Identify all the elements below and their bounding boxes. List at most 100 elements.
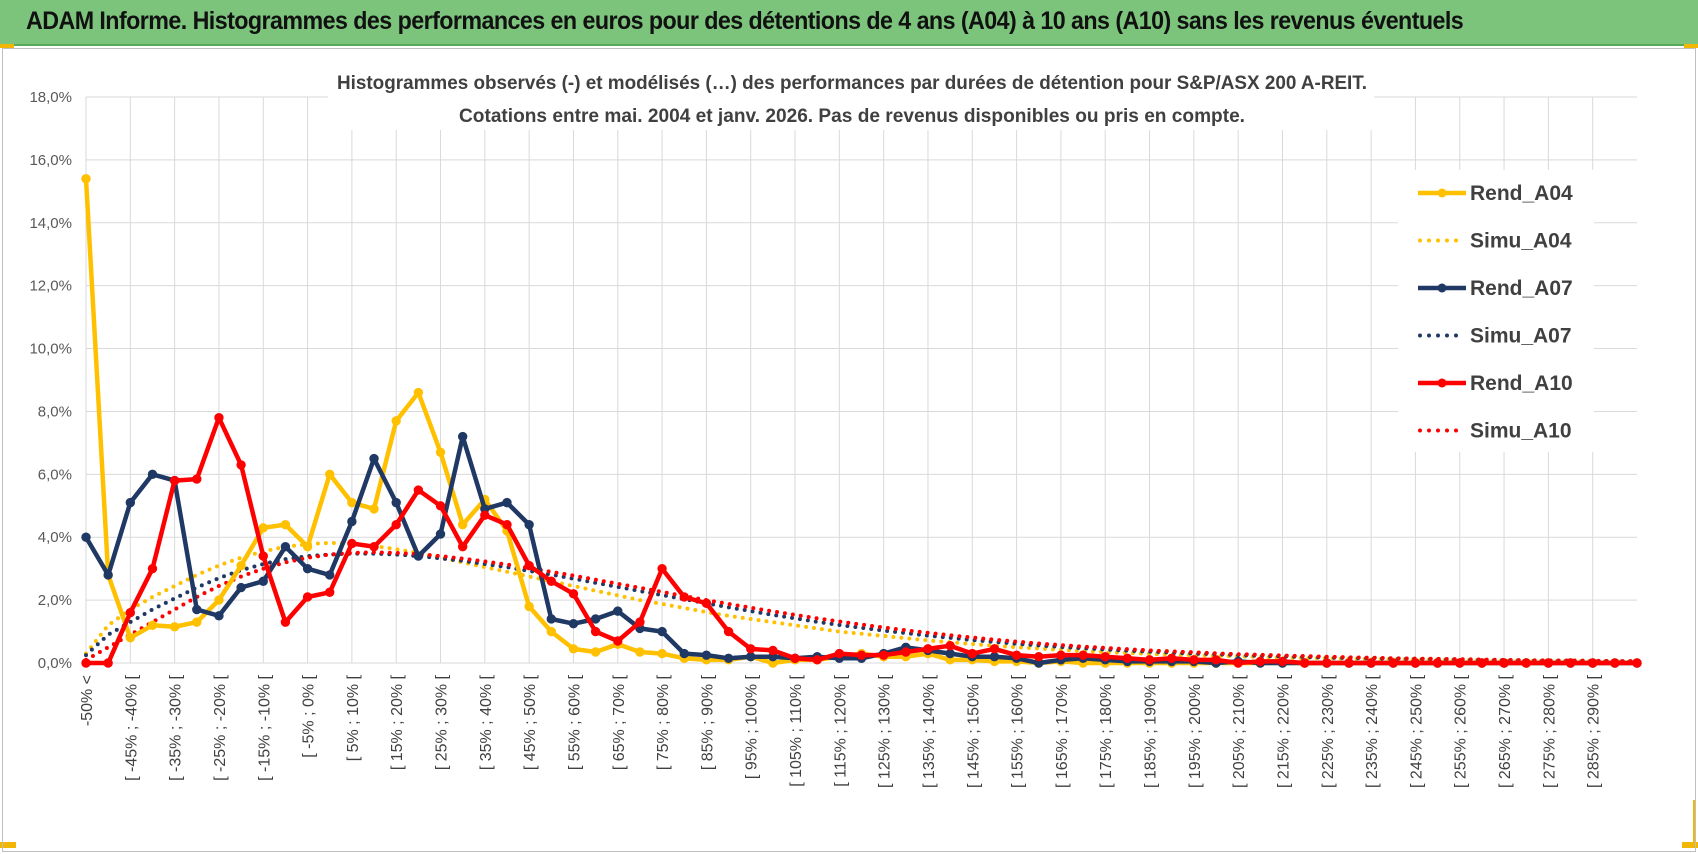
- data-point: [657, 648, 667, 659]
- x-tick-label: [ 235% ; 240% [: [1364, 674, 1381, 788]
- x-tick-label: [ 25% ; 30% [: [434, 674, 451, 770]
- data-point: [923, 644, 933, 654]
- data-point: [103, 570, 113, 580]
- data-point: [369, 504, 379, 514]
- data-point: [192, 617, 202, 627]
- x-tick-label: [ 175% ; 180% [: [1098, 674, 1115, 788]
- data-point: [1322, 658, 1332, 668]
- data-point: [125, 607, 136, 618]
- data-point: [746, 652, 756, 662]
- x-tick-label: [ 185% ; 190% [: [1143, 674, 1160, 788]
- y-tick-label: 6,0%: [38, 466, 72, 483]
- chart-title: Histogrammes observés (-) et modélisés (…: [337, 72, 1367, 94]
- data-point: [701, 598, 712, 608]
- data-point: [258, 576, 268, 586]
- data-point: [480, 510, 490, 520]
- data-point: [1299, 658, 1310, 668]
- data-point: [169, 475, 180, 486]
- legend-marker: [1437, 283, 1447, 293]
- data-point: [856, 650, 867, 660]
- y-tick-label: 14,0%: [29, 215, 72, 232]
- data-point: [413, 485, 424, 495]
- data-point: [524, 560, 534, 571]
- data-point: [590, 626, 601, 637]
- data-point: [1610, 658, 1620, 668]
- chart-subtitle: Cotations entre mai. 2004 et janv. 2026.…: [459, 105, 1245, 127]
- x-tick-label: [ 165% ; 170% [: [1054, 674, 1071, 788]
- legend-label: Rend_A07: [1470, 277, 1573, 300]
- x-tick-label: [ 285% ; 290% [: [1586, 674, 1603, 788]
- series-Simu_A04: [84, 540, 1639, 664]
- legend-item-Rend_A10: Rend_A10: [1418, 372, 1573, 395]
- data-point: [214, 611, 224, 621]
- legend-label: Simu_A07: [1470, 325, 1572, 348]
- data-point: [967, 648, 977, 659]
- series-line: [86, 415, 1637, 666]
- legend-item-Rend_A04: Rend_A04: [1418, 182, 1573, 205]
- data-point: [989, 644, 1000, 654]
- data-point: [568, 589, 579, 599]
- x-tick-label: [ 75% ; 80% [: [655, 674, 672, 770]
- series-line: [84, 550, 1639, 664]
- series-line: [84, 540, 1639, 664]
- data-point: [657, 563, 667, 574]
- data-point: [1211, 655, 1221, 665]
- data-point: [325, 469, 335, 480]
- x-tick-label: [ 245% ; 250% [: [1408, 674, 1425, 788]
- data-point: [746, 644, 756, 654]
- data-point: [1122, 653, 1133, 663]
- data-point: [413, 387, 424, 398]
- data-point: [1167, 653, 1177, 663]
- data-point: [945, 648, 955, 659]
- x-tick-label: [ 55% ; 60% [: [566, 674, 583, 770]
- x-tick-label: [ -5% ; 0% [: [301, 674, 318, 757]
- data-point: [1100, 652, 1110, 662]
- data-point: [568, 618, 579, 629]
- legend-label: Rend_A10: [1470, 372, 1573, 395]
- data-point: [524, 601, 534, 612]
- corner-mark-top-right: [1684, 44, 1698, 48]
- data-point: [1499, 658, 1509, 668]
- y-tick-label: 0,0%: [38, 655, 72, 672]
- data-point: [147, 563, 158, 574]
- x-tick-label: -50% <: [79, 675, 96, 726]
- data-point: [590, 614, 601, 624]
- x-tick-label: [ 135% ; 140% [: [921, 674, 938, 788]
- data-point: [192, 474, 202, 484]
- y-tick-label: 4,0%: [38, 529, 72, 546]
- data-point: [502, 519, 512, 530]
- series-Simu_A10: [84, 550, 1639, 664]
- x-tick-label: [ 35% ; 40% [: [478, 674, 495, 770]
- data-point: [302, 592, 313, 602]
- data-point: [546, 626, 556, 637]
- data-point: [147, 620, 158, 630]
- page-title: ADAM Informe. Histogrammes des performan…: [26, 7, 1464, 35]
- x-tick-label: [ 255% ; 260% [: [1453, 674, 1470, 788]
- y-tick-label: 18,0%: [29, 89, 72, 106]
- data-point: [280, 519, 291, 530]
- data-point: [457, 431, 468, 442]
- x-tick-label: [ 205% ; 210% [: [1231, 674, 1248, 788]
- data-point: [657, 626, 667, 637]
- x-tick-label: [ 115% ; 120% [: [832, 674, 849, 786]
- data-point: [435, 529, 446, 539]
- data-point: [325, 570, 335, 580]
- data-point: [147, 469, 158, 480]
- data-point: [347, 497, 357, 508]
- data-point: [834, 648, 845, 659]
- data-point: [790, 653, 800, 663]
- data-point: [1011, 650, 1022, 660]
- x-tick-label: [ 85% ; 90% [: [699, 674, 716, 770]
- data-point: [1189, 655, 1199, 665]
- legend-item-Simu_A07: Simu_A07: [1418, 325, 1572, 348]
- data-point: [812, 655, 822, 665]
- data-point: [502, 497, 512, 508]
- y-tick-label: 8,0%: [38, 403, 72, 420]
- x-tick-label: [ 195% ; 200% [: [1187, 674, 1204, 788]
- data-point: [568, 644, 579, 654]
- data-point: [546, 576, 556, 586]
- x-tick-label: [ 95% ; 100% [: [744, 674, 761, 779]
- data-point: [679, 648, 689, 659]
- data-point: [81, 532, 91, 542]
- data-point: [435, 447, 446, 458]
